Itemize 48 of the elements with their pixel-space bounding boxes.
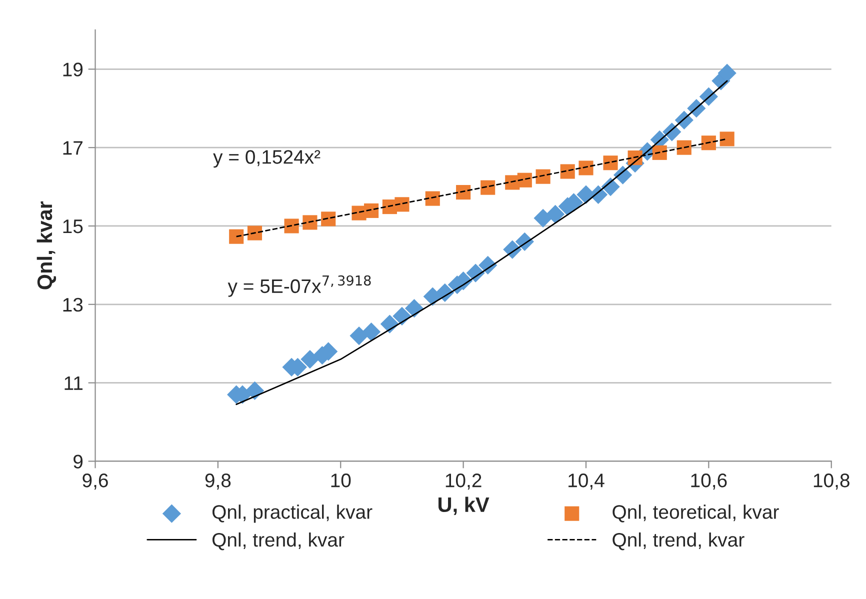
y-tick-label: 15 [63, 220, 83, 234]
legend-label: Qnl, trend, kvar [612, 532, 744, 550]
y-axis-title: Qnl, kvar [36, 201, 56, 290]
x-tick-label: 10 [331, 474, 351, 488]
x-tick-label: 10,8 [814, 474, 850, 490]
point [284, 218, 299, 234]
y-tick-label: 13 [63, 298, 83, 312]
legend-label: Qnl, practical, kvar [212, 504, 372, 523]
annotation: y = 0,1524x² [213, 150, 320, 168]
point [229, 229, 244, 244]
point [534, 208, 552, 228]
point [603, 156, 618, 170]
point [456, 184, 471, 200]
y-tick-label: 9 [74, 454, 83, 468]
point [394, 197, 410, 212]
point [362, 322, 381, 342]
x-tick-label: 10,2 [446, 474, 482, 490]
point [578, 160, 594, 176]
point [652, 145, 667, 160]
point [392, 306, 412, 326]
point [720, 132, 734, 146]
point [245, 381, 264, 400]
point [546, 204, 565, 224]
x-axis-title: U, kV [438, 496, 490, 516]
legend-label: Qnl, trend, kvar [212, 532, 344, 550]
point [560, 164, 575, 179]
point [302, 215, 318, 230]
point [350, 326, 368, 346]
point [247, 226, 262, 240]
point [536, 169, 550, 184]
point [364, 203, 379, 218]
annotation: y = 5E-07x$^{7,3918}$ [228, 275, 371, 297]
x-tick-label: 9,6 [82, 474, 108, 490]
x-tick-label: 10,4 [568, 474, 604, 490]
y-tick-label: 11 [64, 376, 83, 390]
y-tick-label: 17 [63, 141, 82, 155]
point [480, 180, 496, 195]
point [517, 172, 532, 188]
point [676, 140, 692, 155]
point [404, 299, 424, 318]
x-tick-label: 9,8 [205, 474, 231, 490]
x-tick-label: 10,6 [691, 474, 727, 490]
point [300, 350, 320, 369]
legend-label: Qnl, teoretical, kvar [612, 504, 779, 522]
point [321, 212, 336, 226]
point [425, 191, 440, 206]
point [701, 136, 716, 150]
y-tick-label: 19 [63, 62, 83, 76]
